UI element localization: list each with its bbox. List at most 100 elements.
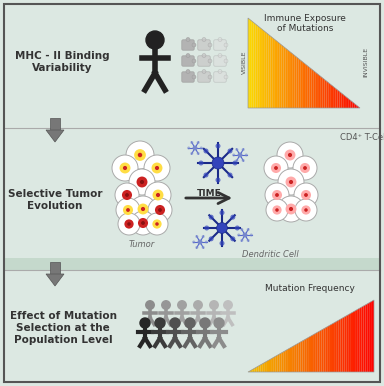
Polygon shape [321,76,323,108]
Polygon shape [257,366,258,372]
Polygon shape [330,324,332,372]
Polygon shape [269,359,271,372]
Circle shape [156,193,160,197]
Polygon shape [286,349,288,372]
Polygon shape [263,30,265,108]
Circle shape [126,141,154,169]
Circle shape [122,190,132,200]
Polygon shape [351,312,353,372]
Polygon shape [294,344,296,372]
Polygon shape [336,88,338,108]
Circle shape [285,149,295,161]
Polygon shape [305,339,307,372]
Circle shape [146,213,168,235]
Polygon shape [267,360,269,372]
Circle shape [220,241,225,246]
Circle shape [230,236,235,241]
Polygon shape [272,37,274,108]
Circle shape [245,154,248,156]
Circle shape [119,163,131,173]
Polygon shape [254,367,257,372]
Circle shape [146,31,164,49]
Circle shape [271,163,281,173]
Polygon shape [290,347,292,372]
Polygon shape [287,49,289,108]
Bar [4,258,380,270]
Circle shape [218,54,222,58]
Circle shape [202,235,205,238]
Circle shape [123,166,127,170]
Circle shape [199,161,204,166]
Polygon shape [319,75,321,108]
Circle shape [127,222,131,226]
Circle shape [185,318,195,328]
Polygon shape [296,343,298,372]
Polygon shape [265,361,267,372]
Polygon shape [261,29,263,108]
Polygon shape [250,20,252,108]
Polygon shape [372,300,374,372]
Circle shape [155,318,165,328]
Bar [50,118,60,130]
Circle shape [116,198,140,222]
Circle shape [192,240,195,244]
Polygon shape [288,348,290,372]
Circle shape [192,75,196,79]
Polygon shape [343,95,345,108]
Polygon shape [347,315,349,372]
Polygon shape [280,44,281,108]
Polygon shape [330,84,332,108]
Circle shape [214,318,224,328]
Circle shape [289,180,293,184]
Circle shape [195,235,199,238]
Polygon shape [307,337,309,372]
Circle shape [278,196,304,222]
Polygon shape [366,304,368,372]
Polygon shape [259,27,261,108]
Text: MHC - II Binding
Variability: MHC - II Binding Variability [15,51,109,73]
Circle shape [152,219,162,229]
Circle shape [208,75,212,79]
Circle shape [224,301,232,309]
Polygon shape [250,370,252,372]
Circle shape [202,69,206,73]
Polygon shape [257,25,259,108]
Circle shape [123,205,133,215]
Polygon shape [248,18,250,108]
Polygon shape [308,66,310,108]
Circle shape [286,176,296,188]
Circle shape [186,69,190,73]
Circle shape [200,147,203,149]
Polygon shape [323,78,324,108]
Polygon shape [313,334,315,372]
Circle shape [138,218,148,228]
Polygon shape [295,56,296,108]
FancyBboxPatch shape [214,56,226,66]
Circle shape [192,146,197,151]
Circle shape [115,183,139,207]
Circle shape [224,75,228,79]
Circle shape [197,141,200,144]
Circle shape [304,193,308,197]
Circle shape [204,173,209,178]
Text: Mutation Frequency: Mutation Frequency [265,284,355,293]
Circle shape [152,163,162,173]
Polygon shape [283,46,285,108]
Circle shape [205,240,208,244]
Circle shape [275,193,279,197]
Polygon shape [289,51,291,108]
Polygon shape [347,98,349,108]
Polygon shape [353,311,355,372]
Circle shape [240,228,243,231]
Polygon shape [334,322,336,372]
Text: Selective Tumor
Evolution: Selective Tumor Evolution [8,189,102,211]
FancyBboxPatch shape [182,72,194,82]
Circle shape [218,37,222,42]
Circle shape [228,149,233,154]
Circle shape [300,163,310,173]
Circle shape [202,54,206,58]
Circle shape [204,149,209,154]
Circle shape [209,236,214,241]
Circle shape [155,166,159,170]
Polygon shape [300,60,302,108]
